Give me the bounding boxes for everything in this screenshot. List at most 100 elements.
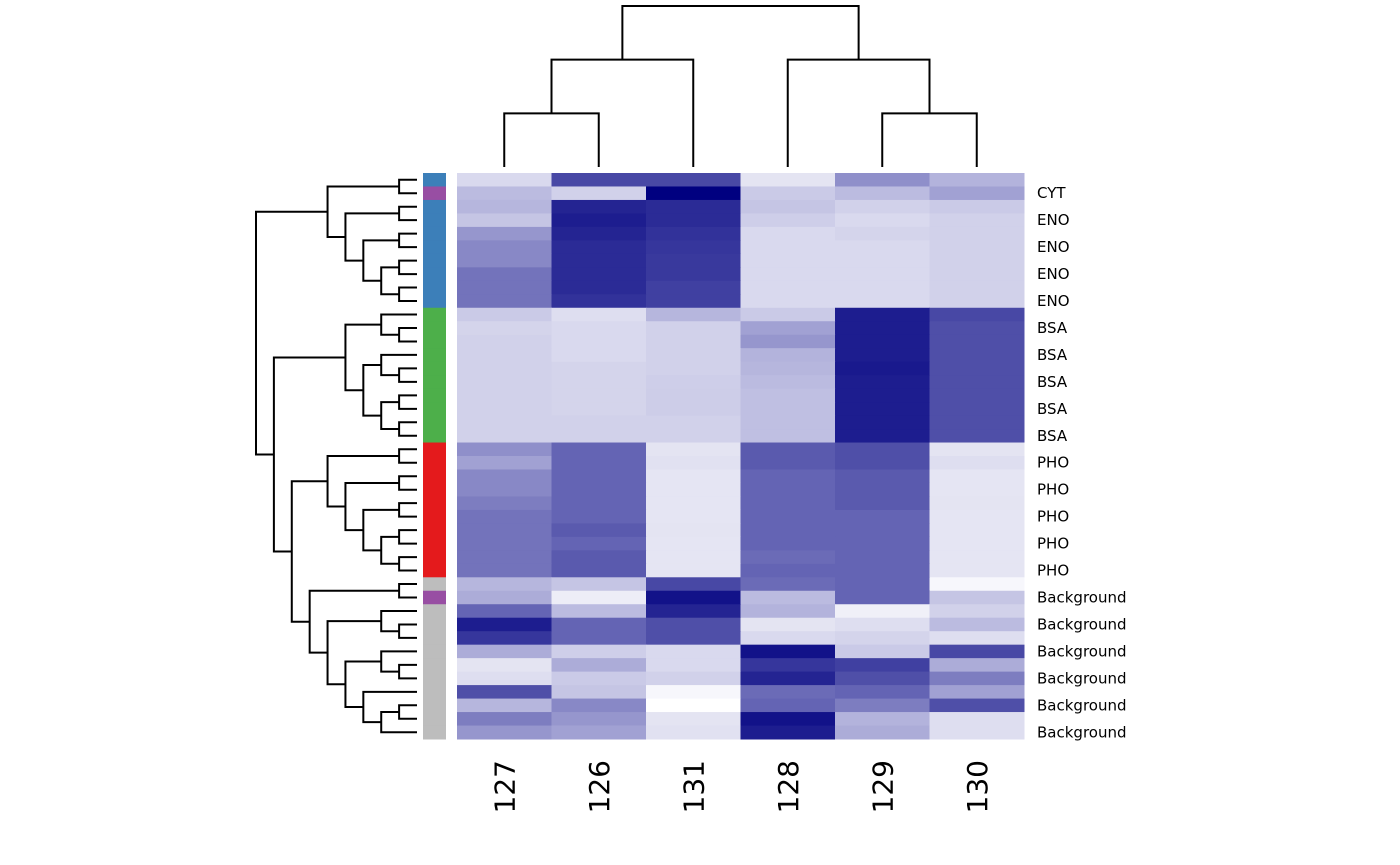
row-label: PHO [1037, 535, 1069, 553]
heatmap-cell [835, 280, 930, 295]
annotation-cell [423, 712, 446, 727]
heatmap-cell [929, 280, 1025, 295]
heatmap-cell [646, 294, 741, 309]
heatmap-cell [929, 617, 1025, 632]
heatmap-cell [929, 671, 1025, 686]
heatmap-cell [457, 267, 552, 282]
heatmap-cell [551, 671, 647, 686]
heatmap-cell [457, 725, 552, 740]
heatmap-cell [835, 226, 930, 241]
heatmap-cell [929, 644, 1025, 659]
row-label: BSA [1037, 346, 1068, 364]
heatmap-cell [646, 402, 741, 417]
heatmap-cell [457, 280, 552, 295]
heatmap-cell [740, 577, 836, 592]
heatmap-cell [551, 469, 647, 484]
heatmap-cell [457, 644, 552, 659]
heatmap-cell [835, 698, 930, 713]
annotation-cell [423, 509, 446, 524]
heatmap-cell [457, 698, 552, 713]
heatmap-cell [457, 375, 552, 390]
heatmap-cell [835, 563, 930, 578]
heatmap-cell [646, 631, 741, 646]
heatmap-cell [646, 361, 741, 376]
heatmap-cell [646, 658, 741, 673]
heatmap-cell [646, 496, 741, 511]
column-label: 126 [583, 760, 616, 813]
heatmap-cell [740, 186, 836, 201]
heatmap-cell [646, 604, 741, 619]
heatmap-cell [551, 375, 647, 390]
heatmap-cell [929, 658, 1025, 673]
heatmap-cell [740, 348, 836, 363]
heatmap-cell [835, 388, 930, 403]
heatmap-cell [646, 644, 741, 659]
annotation-cell [423, 563, 446, 578]
column-label: 127 [488, 760, 521, 813]
column-label: 128 [772, 760, 805, 813]
heatmap-cell [740, 213, 836, 228]
heatmap-cell [646, 173, 741, 187]
heatmap-cell [457, 658, 552, 673]
heatmap-cell [835, 267, 930, 282]
heatmap-cell [740, 617, 836, 632]
annotation-cell [423, 429, 446, 444]
heatmap-cell [740, 173, 836, 187]
heatmap-cell [835, 550, 930, 565]
heatmap-cell [551, 725, 647, 740]
heatmap-cell [929, 186, 1025, 201]
heatmap-cell [929, 173, 1025, 187]
heatmap-cell [835, 294, 930, 309]
heatmap-cell [835, 334, 930, 349]
heatmap-cell [740, 361, 836, 376]
heatmap-cell [646, 671, 741, 686]
heatmap-cell [835, 321, 930, 336]
heatmap-cell [835, 375, 930, 390]
heatmap-cell [929, 604, 1025, 619]
row-label: CYT [1037, 184, 1066, 202]
heatmap-cell [551, 482, 647, 497]
heatmap-cell [740, 415, 836, 430]
annotation-cell [423, 631, 446, 646]
row-dendrogram-branch [290, 480, 328, 623]
annotation-cell [423, 173, 446, 187]
row-dendrogram-branch [398, 556, 417, 572]
heatmap-cell [646, 469, 741, 484]
heatmap-cell [929, 509, 1025, 524]
heatmap-cell [740, 563, 836, 578]
heatmap-cell [551, 173, 647, 187]
heatmap-cell [740, 442, 836, 457]
column-labels: 127 126 131 128 129 130 [488, 760, 994, 813]
heatmap-cell [740, 307, 836, 322]
row-dendrogram-branch [255, 210, 328, 456]
heatmap-cell [740, 294, 836, 309]
heatmap-cell [457, 456, 552, 470]
heatmap-cell [835, 685, 930, 700]
heatmap-cell [646, 375, 741, 390]
heatmap-cell [929, 226, 1025, 241]
heatmap-cell [551, 523, 647, 538]
row-dendrogram-branch [398, 286, 417, 303]
annotation-cell [423, 725, 446, 740]
row-dendrogram-branch [398, 259, 417, 276]
annotation-cell [423, 213, 446, 228]
heatmap-cell [929, 334, 1025, 349]
heatmap-cell [740, 456, 836, 470]
heatmap-cell [457, 348, 552, 363]
annotation-cell [423, 307, 446, 322]
annotation-cell [423, 523, 446, 538]
heatmap-cell [646, 334, 741, 349]
heatmap-cell [457, 671, 552, 686]
heatmap-cell [740, 226, 836, 241]
heatmap-cell [551, 712, 647, 727]
column-label: 129 [866, 760, 899, 813]
annotation-cell [423, 226, 446, 241]
heatmap-cell [457, 253, 552, 268]
row-label: BSA [1037, 319, 1068, 337]
heatmap-cell [551, 361, 647, 376]
heatmap-cell [646, 577, 741, 592]
heatmap-cell [835, 712, 930, 727]
row-label: ENO [1037, 211, 1070, 229]
row-dendrogram-branch [398, 232, 417, 249]
